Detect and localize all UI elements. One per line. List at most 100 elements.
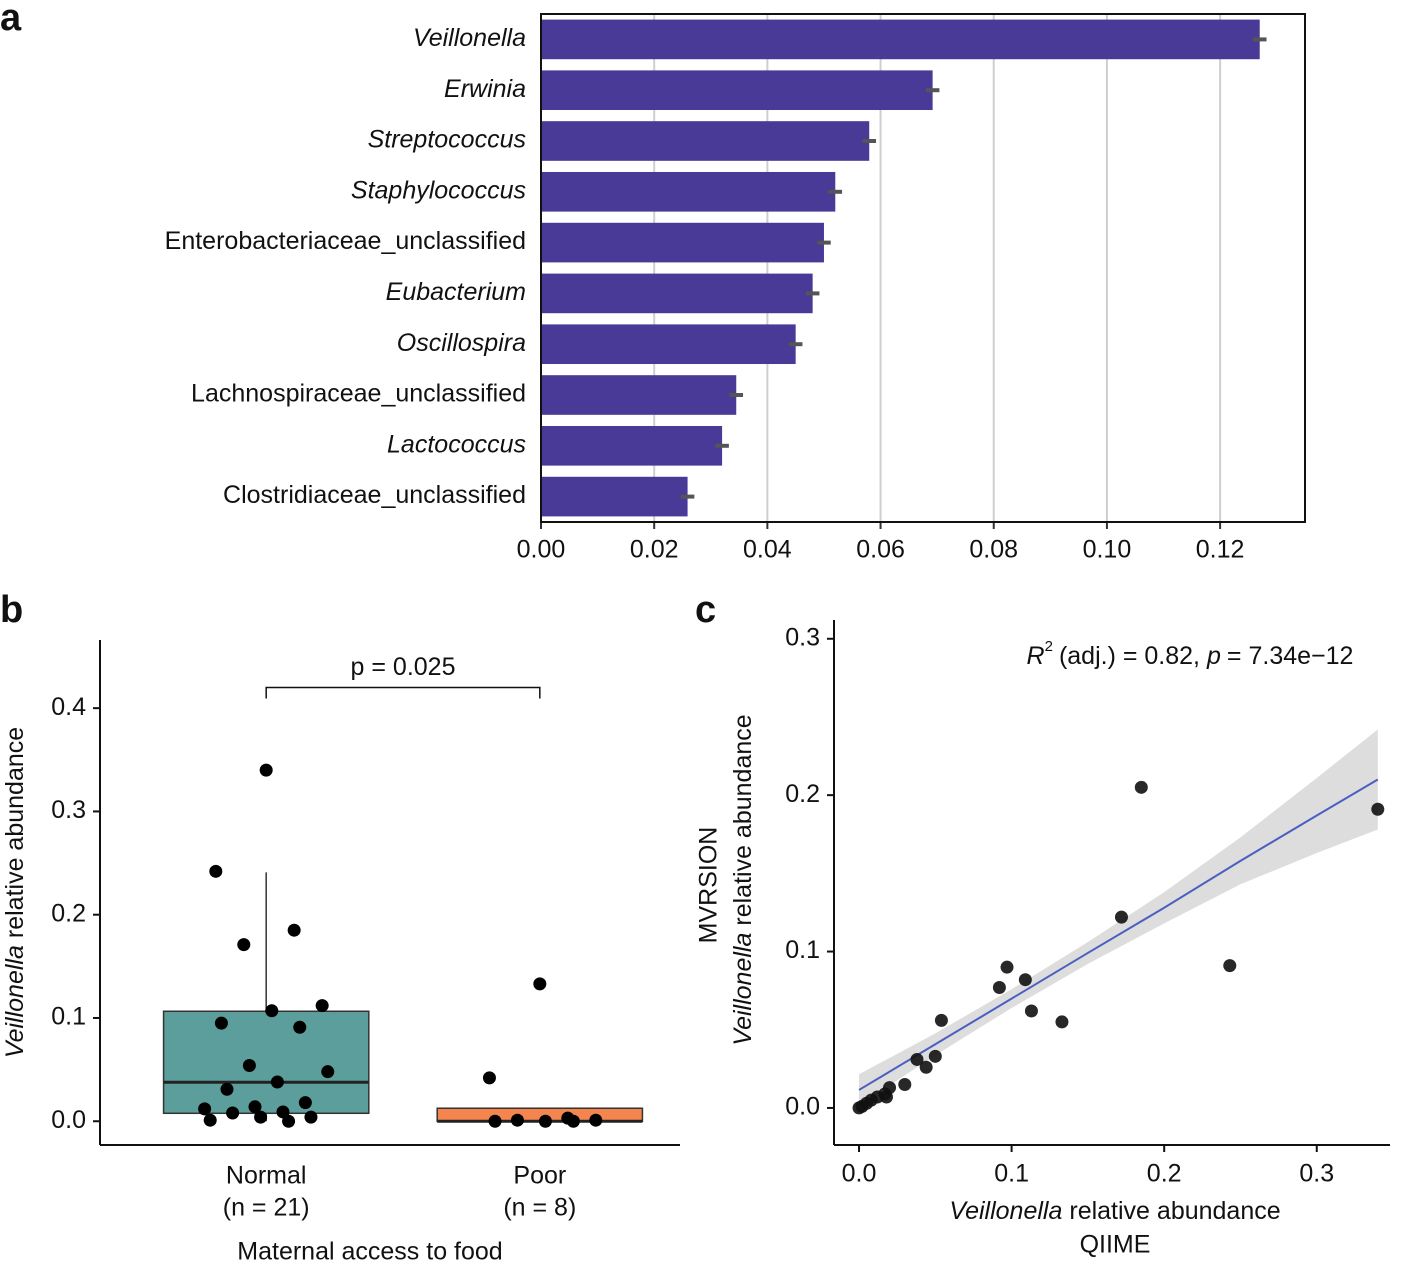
data-point [1134, 780, 1148, 794]
bar [541, 171, 836, 212]
fit-line [858, 778, 1379, 1091]
data-point [220, 1082, 234, 1096]
data-point [919, 1060, 933, 1074]
panel-letter: c [695, 589, 716, 631]
annotation-text: (adj.) = 0.82, [1059, 642, 1200, 670]
data-point [304, 1110, 318, 1124]
n-label: (n = 21) [223, 1194, 310, 1222]
data-point [510, 1113, 524, 1127]
category-label: Streptococcus [368, 126, 526, 154]
y-axis-label: Veillonella relative abundance [729, 714, 757, 1045]
data-point [248, 1100, 262, 1114]
x-tick-label: 0.1 [994, 1160, 1029, 1188]
data-point [242, 1058, 256, 1072]
y-tick-label: 0.4 [51, 693, 86, 721]
y-tick-label: 0.1 [785, 936, 820, 964]
x-tick-label: 0.3 [1299, 1160, 1334, 1188]
data-point [566, 1114, 580, 1128]
panel-letter: a [0, 0, 22, 39]
x-tick-label: Poor [513, 1162, 566, 1190]
x-tick-label: 0.04 [743, 536, 792, 564]
x-tick-label: 0.12 [1196, 536, 1245, 564]
category-label: Enterobacteriaceae_unclassified [165, 227, 526, 255]
y-tick-label: 0.3 [785, 623, 820, 651]
x-tick-label: 0.02 [630, 536, 679, 564]
data-point [589, 1113, 603, 1127]
x-tick-label: 0.00 [517, 536, 566, 564]
data-point [315, 999, 329, 1013]
x-tick-label: 0.10 [1083, 536, 1132, 564]
category-label: Lactococcus [387, 430, 526, 458]
category-label: Erwinia [444, 75, 526, 103]
x-tick-label: 0.08 [969, 536, 1018, 564]
y-label-italic: Veillonella [729, 933, 757, 1046]
bar [541, 324, 796, 365]
data-point [1018, 973, 1032, 987]
x-axis-label: Veillonella relative abundance [949, 1197, 1280, 1225]
y-tick-label: 0.2 [785, 780, 820, 808]
bar [541, 425, 723, 466]
data-point [209, 864, 223, 878]
category-label: Oscillospira [397, 329, 526, 357]
n-label: (n = 8) [503, 1194, 576, 1222]
data-point [928, 1049, 942, 1063]
y-axis-label: Veillonella relative abundance [1, 727, 29, 1058]
data-point [1055, 1015, 1069, 1029]
bar [541, 476, 688, 517]
data-point [298, 1096, 312, 1110]
significance-bracket [265, 686, 541, 699]
category-label: Eubacterium [386, 278, 526, 306]
y-axis-label: MVRSION [695, 827, 723, 944]
annotation: R2 (adj.) = 0.82, p = 7.34e−12 [1027, 638, 1354, 670]
panel-letter: b [0, 589, 23, 631]
data-point [226, 1106, 240, 1120]
bar [541, 273, 813, 314]
data-point [293, 1020, 307, 1034]
data-point [198, 1102, 212, 1116]
plot-frame [540, 13, 1306, 523]
data-point [282, 1114, 296, 1128]
x-tick-label: 0.06 [856, 536, 905, 564]
box [162, 1010, 370, 1115]
y-tick-label: 0.2 [51, 899, 86, 927]
data-point [488, 1114, 502, 1128]
x-tick-label: 0.0 [842, 1160, 877, 1188]
x-axis-label: QIIME [1080, 1231, 1151, 1259]
annotation-sup: 2 [1045, 638, 1053, 655]
data-point [270, 1075, 284, 1089]
data-point [898, 1077, 912, 1091]
data-point [214, 1016, 228, 1030]
x-axis-label: Maternal access to food [237, 1238, 502, 1265]
data-point [1114, 910, 1128, 924]
data-point [203, 1113, 217, 1127]
data-point [883, 1081, 897, 1095]
data-point [910, 1052, 924, 1066]
data-point [237, 938, 251, 952]
y-label-italic: Veillonella [1, 945, 29, 1058]
bar [541, 222, 824, 263]
category-label: Clostridiaceae_unclassified [223, 481, 526, 509]
bar [541, 121, 870, 161]
category-label: Staphylococcus [351, 176, 526, 204]
y-tick-label: 0.1 [51, 1003, 86, 1031]
data-point [992, 981, 1006, 995]
data-point [533, 977, 547, 991]
bar [541, 70, 933, 111]
category-label: Lachnospiraceae_unclassified [191, 380, 526, 408]
x-tick-label: Normal [226, 1162, 307, 1190]
data-point [1223, 959, 1237, 973]
annotation-text: = 7.34e−12 [1227, 642, 1354, 670]
data-point [1371, 802, 1385, 816]
data-point [265, 1004, 279, 1018]
data-point [287, 923, 301, 937]
data-point [1024, 1004, 1038, 1018]
y-tick-label: 0.0 [51, 1106, 86, 1134]
x-tick-label: 0.2 [1147, 1160, 1182, 1188]
data-point [934, 1013, 948, 1027]
data-point [1000, 960, 1014, 974]
annotation-r: R [1027, 642, 1045, 670]
data-point [259, 763, 273, 777]
data-point [254, 1110, 268, 1124]
bar [541, 19, 1260, 60]
